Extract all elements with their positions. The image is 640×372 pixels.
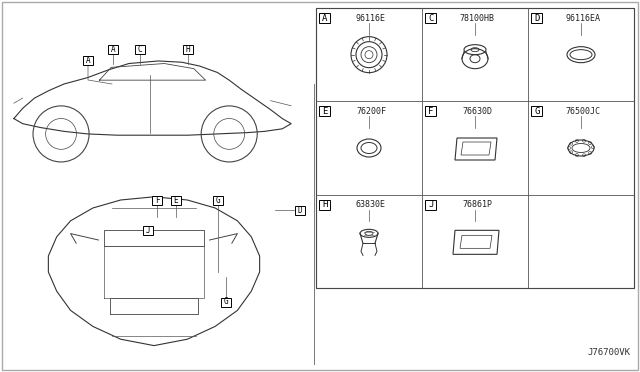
Text: E: E — [173, 196, 179, 205]
Bar — [152, 196, 162, 205]
Text: 96116E: 96116E — [356, 13, 386, 22]
Text: C: C — [428, 13, 434, 22]
Text: D: D — [534, 13, 540, 22]
Bar — [183, 45, 193, 54]
Text: 96116EA: 96116EA — [566, 13, 600, 22]
Bar — [426, 200, 436, 210]
Bar — [426, 106, 436, 116]
Bar — [531, 106, 543, 116]
Text: F: F — [155, 196, 159, 205]
Text: G: G — [224, 298, 228, 307]
Bar — [108, 45, 118, 54]
Text: 76200F: 76200F — [356, 107, 386, 116]
Text: C: C — [138, 45, 142, 54]
Text: 76500JC: 76500JC — [566, 107, 600, 116]
Text: 78100HB: 78100HB — [460, 13, 495, 22]
Bar — [319, 13, 330, 23]
Text: H: H — [323, 200, 328, 209]
Text: J: J — [428, 200, 434, 209]
Text: G: G — [216, 196, 220, 205]
Text: J: J — [146, 225, 150, 234]
Bar — [531, 13, 543, 23]
Bar — [319, 106, 330, 116]
Bar — [213, 196, 223, 205]
Text: D: D — [298, 205, 302, 215]
Text: A: A — [86, 55, 90, 64]
Bar — [171, 196, 181, 205]
Text: 63830E: 63830E — [356, 200, 386, 209]
Bar — [426, 13, 436, 23]
Bar — [143, 225, 153, 234]
Bar — [135, 45, 145, 54]
Bar — [221, 298, 231, 307]
Text: J76700VK: J76700VK — [587, 348, 630, 357]
Text: G: G — [534, 107, 540, 116]
Bar — [83, 55, 93, 64]
Text: F: F — [428, 107, 434, 116]
Text: H: H — [186, 45, 190, 54]
Text: 76861P: 76861P — [462, 200, 492, 209]
Text: A: A — [111, 45, 115, 54]
Text: A: A — [323, 13, 328, 22]
Bar — [295, 205, 305, 215]
Text: 76630D: 76630D — [462, 107, 492, 116]
Bar — [316, 8, 634, 288]
Text: E: E — [323, 107, 328, 116]
Bar — [319, 200, 330, 210]
